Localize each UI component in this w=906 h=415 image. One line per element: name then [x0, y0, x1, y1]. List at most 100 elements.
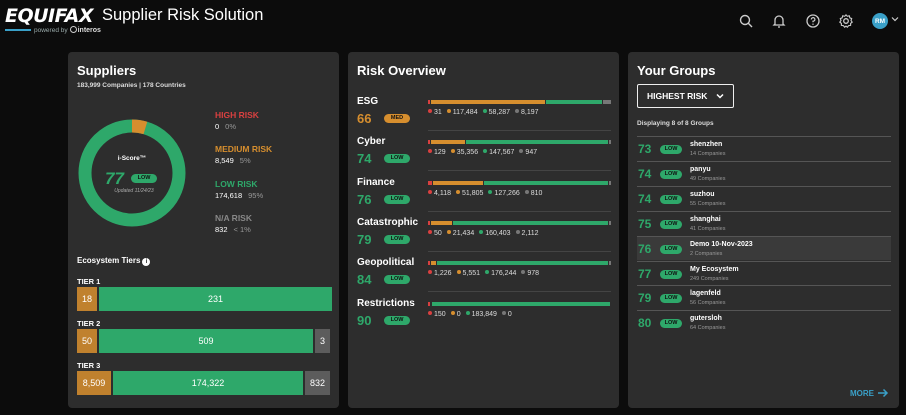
arrow-right-icon[interactable]: [877, 387, 889, 399]
chevron-down-icon[interactable]: [891, 15, 899, 23]
high-risk-label[interactable]: HIGH RISK: [215, 110, 259, 120]
risk-row[interactable]: Geopolitical 84 LOW 1,226 5,551 176,244 978: [348, 257, 619, 297]
group-company-count: 56 Companies: [690, 300, 726, 307]
more-link[interactable]: MORE: [850, 389, 874, 398]
risk-row[interactable]: Finance 76 LOW 4,118 51,805 127,266 810: [348, 177, 619, 217]
row-divider: [428, 210, 611, 212]
tier-1-low-segment[interactable]: 231: [99, 287, 332, 311]
groups-sort-select[interactable]: HIGHEST RISK: [637, 84, 734, 108]
risk-distribution-bar[interactable]: [428, 301, 611, 306]
info-icon[interactable]: i: [142, 258, 151, 266]
group-company-count: 14 Companies: [690, 151, 726, 157]
risk-row[interactable]: ESG 66 MED 31 117,484 58,287 8,197: [348, 96, 619, 136]
medium-risk-count: 5,551: [456, 270, 480, 277]
tier-1-bar[interactable]: 18 231: [77, 287, 332, 311]
group-company-count: 2 Companies: [690, 250, 723, 257]
medium-risk-segment: [431, 100, 545, 104]
group-score: 74: [638, 191, 652, 206]
suppliers-summary: 183,999 Companies | 178 Countries: [77, 82, 186, 89]
gear-icon[interactable]: [838, 13, 854, 29]
risk-count-value: 160,403: [485, 229, 511, 237]
na-risk-count: 2,112: [515, 229, 539, 237]
tier-3-bar[interactable]: 8,509 174,322 832: [77, 371, 330, 395]
risk-distribution-bar[interactable]: [428, 140, 611, 145]
tier-2-na-segment[interactable]: 3: [315, 329, 330, 353]
help-icon[interactable]: [805, 13, 821, 29]
group-company-count: 64 Companies: [690, 325, 726, 332]
group-row[interactable]: 79 LOW lagenfeld 56 Companies: [637, 285, 891, 309]
low-risk-segment: [437, 261, 608, 266]
row-divider: [428, 170, 611, 172]
medium-risk-count: 117,484: [446, 109, 478, 116]
risk-count-value: 117,484: [452, 109, 478, 116]
row-divider: [428, 291, 611, 293]
risk-distribution-bar[interactable]: [428, 100, 611, 104]
iscore-updated: Updated 11/24/23: [114, 188, 154, 194]
risk-row[interactable]: Restrictions 90 LOW 150 0 183,849 0: [348, 298, 619, 338]
user-avatar[interactable]: RM: [872, 13, 888, 29]
risk-level-badge: LOW: [384, 315, 410, 325]
group-row[interactable]: 74 LOW suzhou 55 Companies: [637, 185, 891, 210]
medium-risk-segment: [431, 261, 437, 266]
medium-risk-label[interactable]: MEDIUM RISK: [215, 144, 273, 154]
risk-overview-panel: Risk Overview ESG 66 MED 31 117,484 58,287 8,1…: [348, 52, 619, 408]
legend-dot-icon: [524, 189, 529, 194]
tier-2-bar[interactable]: 50 509 3: [77, 329, 330, 353]
high-risk-count: 31: [428, 109, 442, 116]
tier-3-low-segment[interactable]: 174,322: [113, 371, 303, 395]
tier-3-medium-segment[interactable]: 8,509: [77, 371, 111, 395]
tier-2-medium-segment[interactable]: 50: [77, 329, 97, 353]
group-row[interactable]: 77 LOW My Ecosystem 249 Companies: [637, 260, 891, 285]
low-risk-segment: [484, 180, 608, 185]
group-risk-badge: LOW: [660, 294, 682, 304]
risk-distribution-bar[interactable]: [428, 180, 611, 185]
legend-dot-icon: [428, 310, 432, 315]
risk-overview-title: Risk Overview: [357, 63, 446, 78]
low-risk-value: 174,618 95%: [215, 191, 263, 200]
search-icon[interactable]: [738, 13, 754, 29]
legend-dot-icon: [515, 229, 520, 234]
risk-count-value: 129: [434, 149, 446, 157]
legend-dot-icon: [450, 310, 455, 315]
group-row[interactable]: 76 LOW Demo 10-Nov-2023 2 Companies: [637, 235, 891, 260]
tier-2-low-segment[interactable]: 509: [99, 329, 313, 353]
risk-count-value: 8,197: [521, 109, 539, 116]
risk-counts: 50 21,434 160,403 2,112: [428, 229, 544, 237]
na-risk-segment: [608, 220, 611, 225]
risk-row[interactable]: Cyber 74 LOW 129 35,356 147,567 947: [348, 136, 619, 176]
group-row[interactable]: 73 LOW shenzhen 14 Companies: [637, 136, 891, 160]
group-risk-badge: LOW: [660, 219, 682, 229]
iscore-donut[interactable]: [77, 118, 187, 228]
na-risk-label[interactable]: N/A RISK: [215, 213, 252, 223]
risk-category-name: Finance: [357, 176, 395, 188]
risk-distribution-bar[interactable]: [428, 220, 611, 225]
equifax-logo[interactable]: EQUIFAX: [5, 5, 94, 27]
group-company-count: 49 Companies: [690, 175, 726, 182]
low-risk-label[interactable]: LOW RISK: [215, 179, 258, 189]
tier-1-medium-segment[interactable]: 18: [77, 287, 97, 311]
group-row[interactable]: 75 LOW shanghai 41 Companies: [637, 210, 891, 235]
na-risk-segment: [608, 261, 611, 266]
risk-category-score: 90: [357, 312, 372, 328]
group-name: My Ecosystem: [690, 265, 739, 273]
risk-count-value: 2,112: [521, 229, 539, 237]
group-row[interactable]: 74 LOW panyu 49 Companies: [637, 160, 891, 185]
risk-counts: 129 35,356 147,567 947: [428, 149, 542, 156]
group-row[interactable]: 80 LOW gutersloh 64 Companies: [637, 310, 891, 334]
group-score: 74: [638, 166, 652, 181]
na-risk-pct: < 1%: [233, 225, 251, 234]
risk-category-score: 66: [357, 111, 372, 126]
medium-risk-count: 35,356: [450, 149, 478, 156]
bell-icon[interactable]: [771, 13, 787, 29]
low-risk-count: 58,287: [482, 109, 510, 116]
risk-distribution-bar[interactable]: [428, 261, 611, 266]
risk-count-value: 51,805: [462, 189, 484, 197]
high-risk-segment: [428, 261, 431, 266]
high-risk-segment: [428, 180, 432, 185]
risk-counts: 150 0 183,849 0: [428, 310, 517, 318]
high-risk-count: 4,118: [428, 189, 451, 197]
groups-displaying: Displaying 8 of 8 Groups: [637, 120, 714, 127]
tier-3-na-segment[interactable]: 832: [305, 371, 330, 395]
risk-row[interactable]: Catastrophic 79 LOW 50 21,434 160,403 2,112: [348, 217, 619, 257]
risk-counts: 31 117,484 58,287 8,197: [428, 109, 544, 116]
